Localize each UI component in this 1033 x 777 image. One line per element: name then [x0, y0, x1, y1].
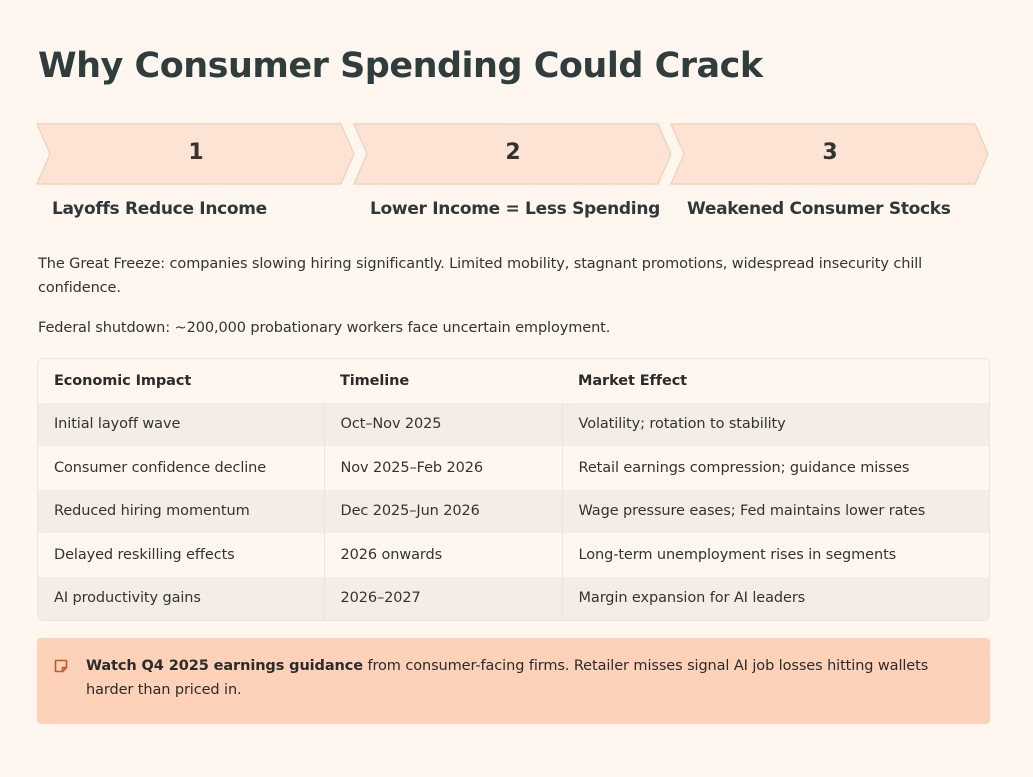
impact-table: Economic Impact Timeline Market Effect I… [37, 358, 990, 621]
column-header-market-effect: Market Effect [578, 372, 688, 389]
step-1-label: Layoffs Reduce Income [52, 199, 267, 219]
step-1-chevron [36, 123, 355, 185]
cell-timeline: Oct–Nov 2025 [323, 402, 562, 446]
callout-text: Watch Q4 2025 earnings guidance from con… [86, 654, 976, 702]
cell-market-effect: Volatility; rotation to stability [561, 402, 989, 446]
cell-market-effect: Wage pressure eases; Fed maintains lower… [561, 489, 989, 533]
note-icon [53, 658, 69, 678]
table-row: Delayed reskilling effects 2026 onwards … [38, 533, 989, 577]
earnings-callout: Watch Q4 2025 earnings guidance from con… [37, 638, 990, 724]
step-2: 2 [353, 123, 673, 185]
step-3: 3 [670, 123, 990, 185]
table-header-row: Economic Impact Timeline Market Effect [38, 359, 989, 403]
table-row: Initial layoff wave Oct–Nov 2025 Volatil… [38, 402, 989, 446]
step-2-number: 2 [505, 140, 521, 165]
cell-timeline: 2026 onwards [323, 533, 562, 577]
page-title: Why Consumer Spending Could Crack [38, 46, 763, 86]
step-3-label: Weakened Consumer Stocks [687, 199, 951, 219]
cell-timeline: 2026–2027 [323, 576, 562, 620]
cell-market-effect: Long-term unemployment rises in segments [561, 533, 989, 577]
step-1-number: 1 [188, 140, 204, 165]
step-2-chevron [353, 123, 672, 185]
step-3-number: 3 [822, 140, 838, 165]
cell-impact: Consumer confidence decline [54, 459, 267, 476]
cell-market-effect: Margin expansion for AI leaders [561, 576, 989, 620]
table-row: Consumer confidence decline Nov 2025–Feb… [38, 446, 989, 490]
table-row: AI productivity gains 2026–2027 Margin e… [38, 576, 989, 620]
step-3-chevron [670, 123, 989, 185]
cell-impact: AI productivity gains [54, 590, 201, 607]
column-header-impact: Economic Impact [54, 372, 192, 389]
cell-market-effect: Retail earnings compression; guidance mi… [561, 446, 989, 490]
table-row: Reduced hiring momentum Dec 2025–Jun 202… [38, 489, 989, 533]
step-2-label: Lower Income = Less Spending [370, 199, 660, 219]
column-header-timeline: Timeline [340, 372, 410, 389]
callout-bold: Watch Q4 2025 earnings guidance [86, 658, 363, 674]
cell-timeline: Dec 2025–Jun 2026 [323, 489, 562, 533]
shutdown-paragraph: Federal shutdown: ~200,000 probationary … [38, 320, 611, 336]
cell-impact: Delayed reskilling effects [54, 546, 235, 563]
cell-timeline: Nov 2025–Feb 2026 [323, 446, 562, 490]
step-1: 1 [36, 123, 356, 185]
cell-impact: Initial layoff wave [54, 416, 181, 433]
cell-impact: Reduced hiring momentum [54, 503, 250, 520]
great-freeze-paragraph: The Great Freeze: companies slowing hiri… [38, 256, 923, 296]
callout-body: from consumer-facing firms. Retailer mis… [86, 658, 929, 698]
process-steps: 1 2 3 [36, 123, 991, 185]
